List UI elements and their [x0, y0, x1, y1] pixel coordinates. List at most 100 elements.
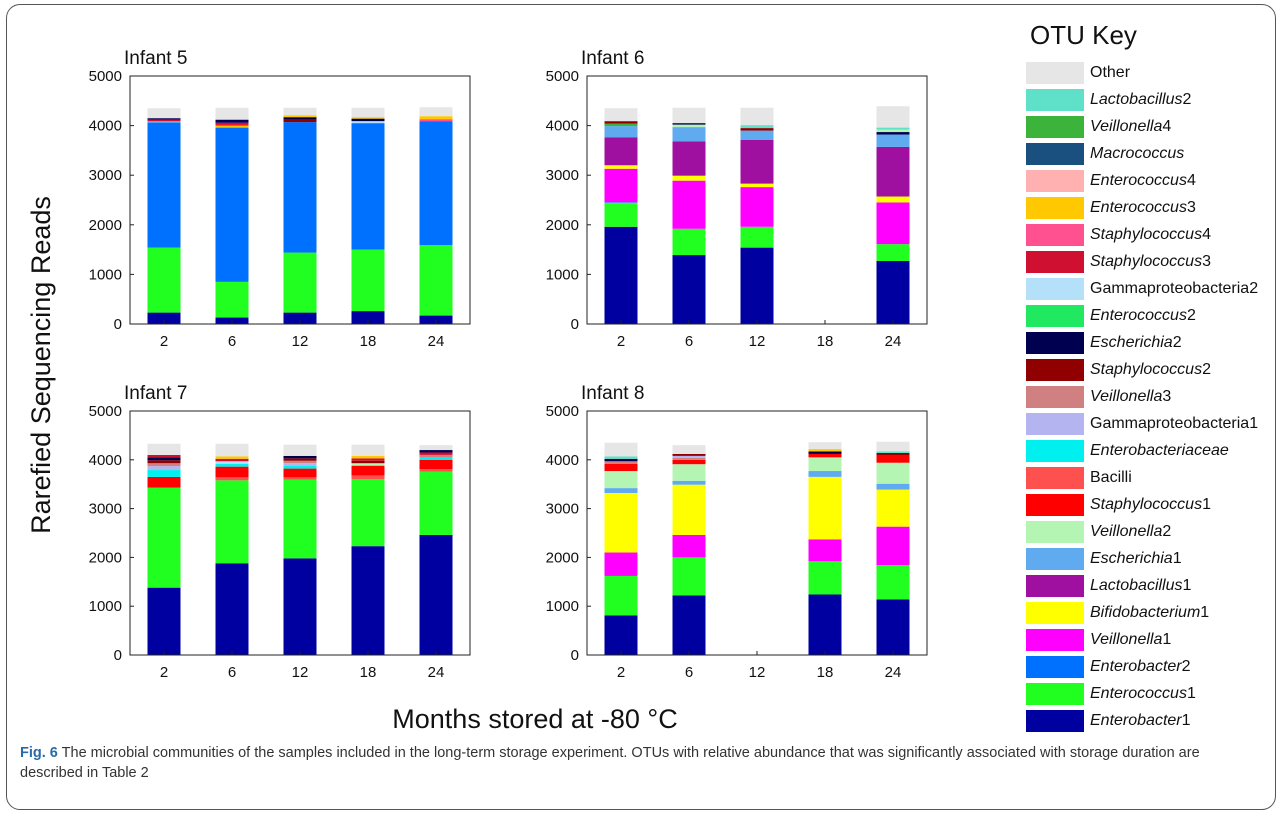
- panel-title: Infant 8: [581, 383, 644, 404]
- bar-segment: [808, 539, 842, 562]
- bar-segment: [283, 458, 317, 461]
- x-tick-label: 6: [685, 333, 693, 350]
- legend-swatch: [1026, 359, 1084, 381]
- figure-frame: [6, 4, 1276, 810]
- legend-swatch: [1026, 332, 1084, 354]
- bar-segment: [419, 245, 453, 316]
- bar-segment: [215, 466, 249, 478]
- x-tick-label: 12: [749, 664, 766, 681]
- bar-segment: [672, 457, 706, 460]
- bar-segment: [283, 479, 317, 559]
- y-tick-label: 3000: [89, 167, 122, 184]
- axes-frame: [129, 75, 471, 325]
- bar-segment: [351, 465, 385, 476]
- bar-segment: [351, 107, 385, 118]
- bar-segment: [604, 456, 638, 459]
- bar-segment: [283, 455, 317, 459]
- bar-segment: [351, 546, 385, 655]
- x-tick-label: 18: [360, 333, 377, 350]
- bar-segment: [215, 456, 249, 459]
- bar-segment: [808, 476, 842, 540]
- bar-segment: [604, 121, 638, 124]
- legend-label: Enterobacter1: [1090, 712, 1191, 729]
- y-tick-label: 5000: [89, 68, 122, 85]
- bar-segment: [283, 465, 317, 469]
- legend-swatch: [1026, 62, 1084, 84]
- y-tick-label: 3000: [546, 501, 579, 518]
- bar-segment: [283, 312, 317, 324]
- legend-label: Enterobacteriaceae: [1090, 442, 1229, 459]
- legend-swatch: [1026, 224, 1084, 246]
- legend-swatch: [1026, 548, 1084, 570]
- bar-segment: [283, 463, 317, 466]
- y-tick-label: 2000: [89, 217, 122, 234]
- legend-swatch: [1026, 494, 1084, 516]
- bar-segment: [604, 575, 638, 616]
- bar-segment: [147, 470, 181, 477]
- bar-segment: [351, 118, 385, 122]
- bar-segment: [283, 460, 317, 464]
- bar-segment: [876, 132, 910, 135]
- bar-segment: [672, 534, 706, 558]
- bar-segment: [808, 561, 842, 595]
- bar-segment: [147, 122, 181, 248]
- bar-segment: [215, 281, 249, 318]
- y-tick-label: 4000: [546, 452, 579, 469]
- bar-segment: [419, 459, 453, 470]
- y-tick-label: 5000: [546, 403, 579, 420]
- panel-4: Infant 8 2 6 12 18 24 0 1000 2000 3000 4000 5000: [546, 383, 928, 681]
- bar-segment: [604, 123, 638, 127]
- bar-segment: [876, 146, 910, 197]
- bar-segment: [808, 442, 842, 450]
- bar-segment: [351, 121, 385, 124]
- bar-segment: [876, 106, 910, 128]
- bar-segment: [604, 226, 638, 324]
- legend-label: Staphylococcus2: [1090, 361, 1211, 378]
- bar-segment: [604, 458, 638, 462]
- x-tick-label: 2: [160, 664, 168, 681]
- panel-2: Infant 6 2 6 12 18 24 0 1000 2000 3000 4000 5000: [546, 48, 928, 350]
- bar-segment: [419, 454, 453, 458]
- legend-swatch: [1026, 170, 1084, 192]
- legend-label: Staphylococcus1: [1090, 496, 1211, 513]
- bar-segment: [604, 108, 638, 122]
- legend-swatch: [1026, 440, 1084, 462]
- x-tick-label: 2: [617, 333, 625, 350]
- bar-segment: [215, 125, 249, 128]
- bar-segment: [808, 457, 842, 472]
- bar-segment: [419, 445, 453, 451]
- legend-label: Macrococcus: [1090, 145, 1185, 162]
- bar-segment: [876, 202, 910, 245]
- legend-label: Escherichia1: [1090, 550, 1182, 567]
- bar-segment: [351, 455, 385, 459]
- bar-segment: [147, 108, 181, 119]
- y-tick-label: 1000: [546, 598, 579, 615]
- bar-segment: [215, 107, 249, 120]
- bar-segment: [672, 459, 706, 465]
- bar-segment: [147, 457, 181, 461]
- bar-segment: [604, 461, 638, 464]
- bar-segment: [147, 454, 181, 458]
- legend-swatch: [1026, 710, 1084, 732]
- x-tick-label: 6: [685, 664, 693, 681]
- bar-segment: [740, 139, 774, 184]
- bar-segment: [604, 615, 638, 655]
- bar-segment: [147, 466, 181, 471]
- legend-label: Enterococcus4: [1090, 172, 1196, 189]
- bar-segment: [147, 312, 181, 324]
- bar-segment: [215, 122, 249, 125]
- bar-segment: [147, 476, 181, 488]
- bar-segment: [808, 449, 842, 452]
- x-tick-label: 18: [360, 664, 377, 681]
- bar-segment: [672, 175, 706, 181]
- bar-segment: [283, 122, 317, 253]
- legend-label: Enterococcus1: [1090, 685, 1196, 702]
- x-axis-label: Months stored at -80 °C: [392, 704, 677, 734]
- legend-swatch: [1026, 89, 1084, 111]
- bar-segment: [604, 552, 638, 576]
- bar-segment: [215, 480, 249, 564]
- bar-segment: [672, 557, 706, 596]
- bar-segment: [604, 137, 638, 166]
- bar-segment: [740, 183, 774, 188]
- bar-segment: [604, 463, 638, 472]
